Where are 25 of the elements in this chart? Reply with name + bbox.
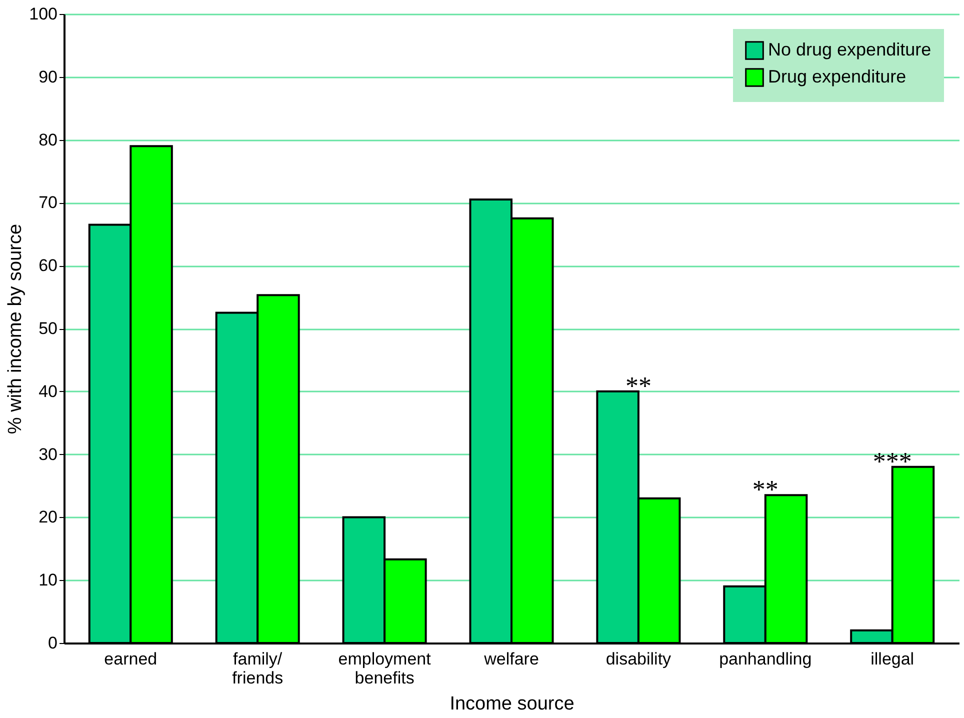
x-tick-label: welfare xyxy=(483,650,539,668)
y-tick-label: 40 xyxy=(38,382,58,401)
y-tick-label: 10 xyxy=(38,570,58,590)
y-tick-label: 0 xyxy=(48,634,58,652)
x-tick-label: employment benefits xyxy=(338,650,432,688)
y-tick-label: 70 xyxy=(38,193,58,212)
x-tick-label: panhandling xyxy=(719,650,812,668)
y-axis-title: % with income by source xyxy=(5,224,26,434)
y-tick-label: 60 xyxy=(38,256,58,276)
y-tick-label: 80 xyxy=(38,130,58,150)
x-tick-label: family/ friends xyxy=(232,650,284,688)
x-tick-label: disability xyxy=(606,650,672,668)
annotation: *** xyxy=(872,446,912,476)
y-tick-label: 20 xyxy=(38,508,58,527)
x-axis-title: Income source xyxy=(450,694,574,714)
annotation: ** xyxy=(752,475,778,504)
annotation: ** xyxy=(625,371,652,400)
y-tick-label: 100 xyxy=(29,4,58,24)
y-tick-label: 50 xyxy=(38,319,58,338)
x-tick-label: earned xyxy=(104,650,158,668)
y-tick-label: 30 xyxy=(38,444,58,464)
legend-label: No drug expenditure xyxy=(768,40,932,60)
x-tick-label: illegal xyxy=(870,650,914,668)
legend-label: Drug expenditure xyxy=(768,66,906,86)
y-tick-label: 90 xyxy=(38,67,58,86)
